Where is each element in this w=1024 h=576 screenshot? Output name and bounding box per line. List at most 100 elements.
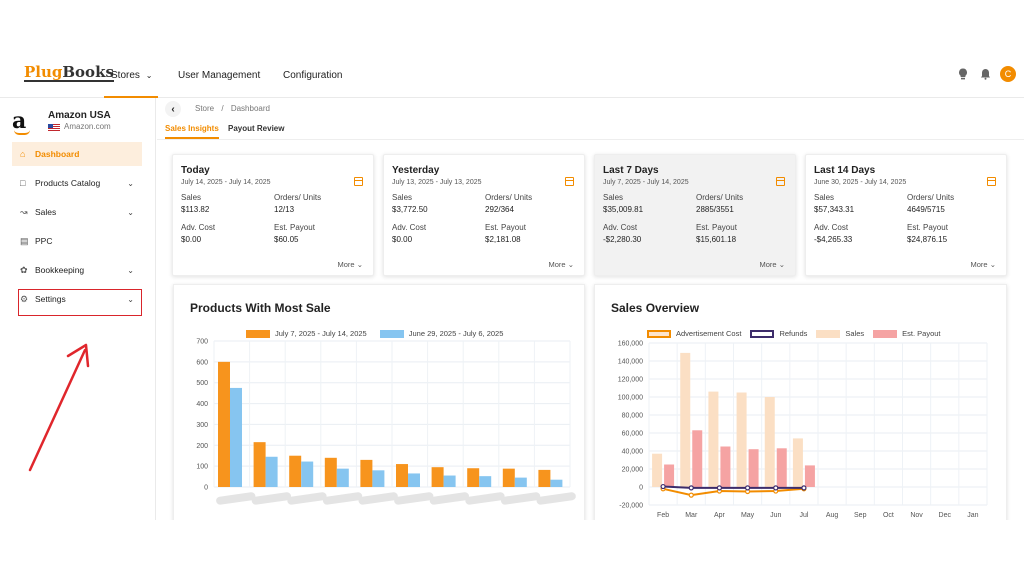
card-more-button[interactable]: More ⌄ (549, 260, 574, 269)
y-tick-label: 0 (639, 485, 643, 492)
payout-bar (804, 465, 815, 487)
calendar-icon[interactable] (565, 177, 574, 186)
sales-bar (708, 391, 719, 487)
legend-swatch-refunds[interactable] (750, 329, 775, 338)
x-tick-label: Nov (910, 512, 923, 519)
box-icon: □ (20, 178, 26, 188)
user-avatar[interactable]: C (1000, 66, 1016, 82)
home-icon: ⌂ (20, 149, 26, 159)
products-chart-legend: July 7, 2025 - July 14, 2025 June 29, 20… (246, 329, 503, 338)
x-tick-label: Mar (685, 512, 698, 519)
products-bar-chart: 700 600 500 400 300 200 100 0 (196, 339, 576, 505)
card-more-button[interactable]: More ⌄ (760, 260, 785, 269)
card-sales-label: Sales (814, 193, 835, 202)
nav-configuration[interactable]: Configuration (283, 70, 343, 81)
card-adv-cost-label: Adv. Cost (603, 223, 638, 232)
sidebar-item-label: Sales (35, 207, 57, 217)
bookkeeping-icon: ✿ (20, 264, 28, 275)
store-domain: Amazon.com (64, 122, 111, 131)
payout-bar (692, 430, 703, 487)
card-adv-cost-value: -$4,265.33 (814, 235, 853, 244)
logo-part-books: Books (62, 63, 114, 81)
bell-icon[interactable] (978, 67, 992, 81)
card-orders-label: Orders/ Units (485, 193, 533, 202)
chevron-down-icon: ⌄ (778, 260, 785, 269)
blurred-product-label (465, 492, 505, 505)
breadcrumb-store[interactable]: Store (195, 104, 215, 113)
card-more-button[interactable]: More ⌄ (338, 260, 363, 269)
bar (230, 387, 242, 487)
sidebar-item-dashboard[interactable]: ⌂ Dashboard (12, 142, 142, 166)
amazon-smile-icon (14, 130, 30, 135)
sidebar-item-settings[interactable]: ⚙ Settings ⌄ (12, 287, 142, 311)
card-orders-value: 2885/3551 (696, 205, 734, 214)
nav-user-management[interactable]: User Management (178, 70, 261, 81)
x-tick-label: Dec (939, 512, 952, 519)
x-tick-label: Apr (714, 512, 726, 519)
card-adv-cost-label: Adv. Cost (392, 223, 427, 232)
card-title: Last 14 Days (814, 165, 876, 176)
x-tick-label: Aug (826, 512, 839, 519)
refunds-line-point (801, 485, 807, 491)
more-label: More (970, 260, 988, 269)
calendar-icon[interactable] (354, 177, 363, 186)
adv-cost-line (662, 487, 804, 497)
store-name: Amazon USA (48, 110, 111, 121)
sales-overview-panel: Sales Overview Advertisement Cost Refund… (594, 284, 1007, 520)
lightbulb-icon[interactable] (956, 67, 970, 81)
nav-stores-label: Stores (111, 70, 140, 81)
y-tick-label: 80,000 (622, 413, 644, 420)
tab-sales-insights[interactable]: Sales Insights (165, 124, 219, 139)
calendar-icon[interactable] (987, 177, 996, 186)
y-tick-label: 300 (196, 422, 208, 429)
bar (550, 479, 563, 487)
calendar-icon[interactable] (776, 177, 785, 186)
sidebar: a Amazon USA Amazon.com ⌂ Dashboard □ Pr… (0, 98, 156, 520)
nav-stores[interactable]: Stores ⌄ (104, 56, 158, 98)
blurred-product-label (287, 492, 327, 505)
card-title: Yesterday (392, 165, 440, 176)
bar (301, 461, 314, 487)
x-tick-label: Oct (883, 512, 894, 519)
more-label: More (337, 260, 355, 269)
payout-bar (720, 446, 731, 487)
bar (336, 468, 349, 487)
logo-part-plug: Plug (24, 63, 63, 81)
app-window: PlugBooks Stores ⌄ User Management Confi… (0, 56, 1024, 520)
card-sales-label: Sales (603, 193, 624, 202)
legend-swatch-current[interactable] (246, 329, 270, 338)
legend-label-previous: June 29, 2025 - July 6, 2025 (408, 329, 504, 338)
plugbooks-logo[interactable]: PlugBooks (24, 64, 114, 82)
card-sales-value: $35,009.81 (603, 205, 644, 214)
legend-swatch-sales[interactable] (816, 329, 841, 338)
blurred-product-label (500, 492, 541, 505)
sidebar-item-sales[interactable]: ↝ Sales ⌄ (12, 200, 142, 224)
x-tick-label: Jan (967, 512, 978, 519)
chevron-down-icon: ⌄ (127, 294, 134, 304)
chevron-down-icon: ⌄ (127, 207, 134, 217)
y-tick-label: 400 (196, 401, 208, 408)
card-adv-cost-label: Adv. Cost (814, 223, 849, 232)
card-more-button[interactable]: More ⌄ (971, 260, 996, 269)
us-flag-icon (48, 124, 60, 132)
sidebar-item-bookkeeping[interactable]: ✿ Bookkeeping ⌄ (12, 258, 142, 282)
card-sales-label: Sales (181, 193, 202, 202)
card-sales-value: $113.82 (181, 205, 210, 214)
y-tick-label: 100,000 (618, 395, 643, 402)
chevron-down-icon: ⌄ (145, 71, 153, 80)
refunds-line-point (744, 485, 751, 491)
legend-swatch-previous[interactable] (379, 329, 404, 338)
chart-line-icon: ↝ (20, 206, 28, 217)
sidebar-item-products-catalog[interactable]: □ Products Catalog ⌄ (12, 171, 142, 195)
bar (538, 469, 551, 487)
sidebar-item-ppc[interactable]: ▤ PPC (12, 229, 142, 253)
back-arrow-icon[interactable]: ‹ (165, 101, 181, 117)
bar (253, 442, 266, 487)
tab-payout-review[interactable]: Payout Review (228, 124, 285, 133)
y-tick-label: 0 (204, 485, 208, 492)
y-tick-label: 200 (196, 443, 208, 450)
legend-swatch-payout[interactable] (873, 329, 898, 338)
legend-swatch-adv-cost[interactable] (647, 329, 671, 338)
top-navigation: PlugBooks Stores ⌄ User Management Confi… (0, 56, 1024, 98)
legend-label-sales: Sales (845, 329, 865, 338)
